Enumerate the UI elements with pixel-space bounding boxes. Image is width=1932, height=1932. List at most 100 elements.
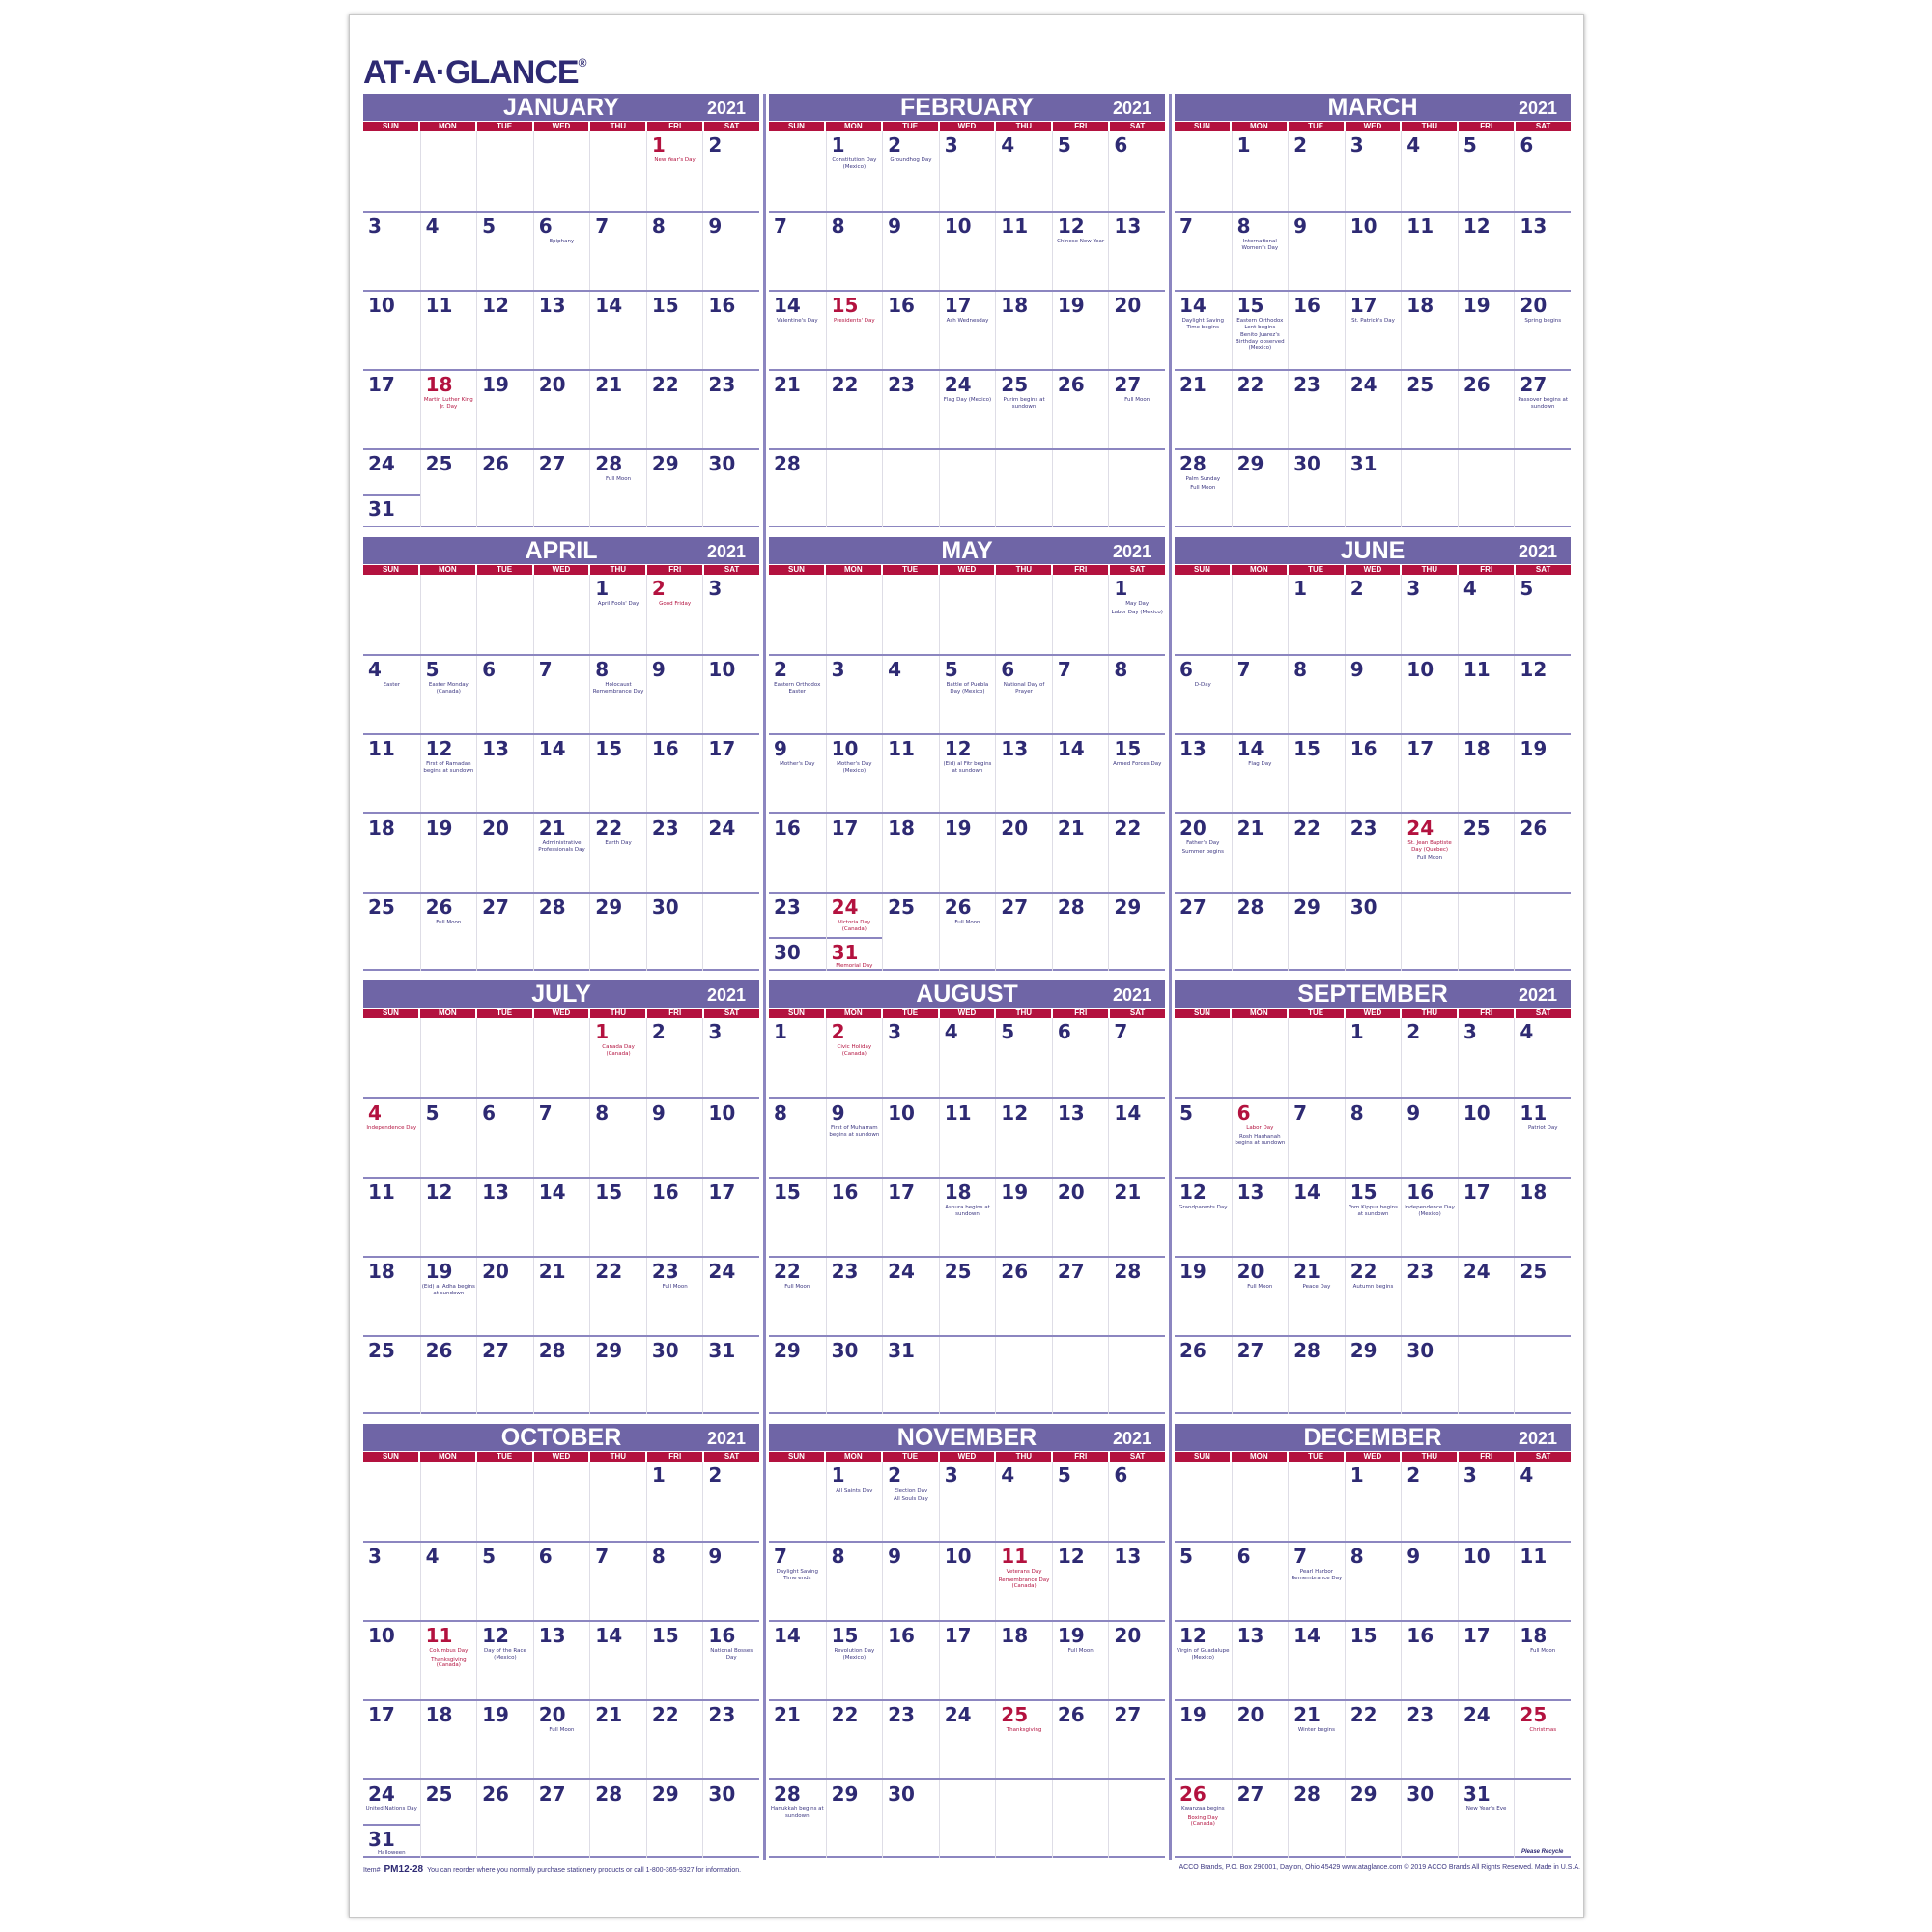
- day-cell[interactable]: 18 Ashura begins at sundown: [938, 1179, 996, 1256]
- day-cell[interactable]: 10: [363, 292, 420, 369]
- day-cell[interactable]: 20: [476, 1258, 533, 1335]
- day-cell[interactable]: 19: [476, 371, 533, 448]
- day-cell[interactable]: 28: [1288, 1337, 1345, 1414]
- day-cell[interactable]: [1288, 1018, 1345, 1097]
- day-cell[interactable]: 27: [995, 894, 1052, 971]
- day-cell[interactable]: 6: [476, 1099, 533, 1177]
- day-cell[interactable]: 21: [1175, 371, 1232, 448]
- day-cell[interactable]: 21: [769, 1701, 826, 1778]
- day-cell[interactable]: 13: [476, 735, 533, 812]
- day-cell[interactable]: 1 New Year's Day: [645, 131, 703, 211]
- day-cell[interactable]: 27: [1108, 1701, 1165, 1778]
- day-cell[interactable]: 29: [1231, 450, 1289, 527]
- day-cell[interactable]: 9 Mother's Day: [769, 735, 826, 812]
- day-cell[interactable]: 28: [1108, 1258, 1165, 1335]
- day-cell[interactable]: 20: [1051, 1179, 1109, 1256]
- day-cell[interactable]: 17: [702, 1179, 759, 1256]
- day-cell[interactable]: 14 Daylight Saving Time begins: [1175, 292, 1232, 369]
- day-cell[interactable]: 28 Hanukkah begins at sundown: [769, 1780, 826, 1858]
- day-cell-bottom[interactable]: 31 Memorial Day: [826, 937, 883, 975]
- day-cell[interactable]: 30: [645, 894, 703, 971]
- day-cell[interactable]: 5 Easter Monday (Canada): [419, 656, 477, 733]
- day-cell[interactable]: 22: [825, 1701, 883, 1778]
- day-cell[interactable]: 21 Peace Day: [1288, 1258, 1345, 1335]
- day-cell[interactable]: 25: [363, 1337, 420, 1414]
- day-cell[interactable]: [938, 1780, 996, 1858]
- day-cell[interactable]: 30: [825, 1337, 883, 1414]
- day-cell[interactable]: 3: [1344, 131, 1402, 211]
- day-cell[interactable]: 15 Armed Forces Day: [1108, 735, 1165, 812]
- day-cell[interactable]: 20: [1231, 1701, 1289, 1778]
- day-cell[interactable]: 14: [769, 1622, 826, 1699]
- day-cell[interactable]: 30: [1401, 1780, 1458, 1858]
- day-cell[interactable]: 30: [882, 1780, 939, 1858]
- day-cell[interactable]: 26 Full Moon: [419, 894, 477, 971]
- day-cell[interactable]: 12: [1514, 656, 1571, 733]
- day-cell[interactable]: [882, 575, 939, 654]
- day-cell[interactable]: 12: [1457, 213, 1515, 290]
- day-cell[interactable]: 17: [882, 1179, 939, 1256]
- day-cell[interactable]: [1288, 1462, 1345, 1541]
- day-cell[interactable]: 30: [645, 1337, 703, 1414]
- day-cell[interactable]: 6: [1108, 131, 1165, 211]
- day-cell[interactable]: 20: [995, 814, 1052, 892]
- day-cell[interactable]: 23: [882, 371, 939, 448]
- day-cell[interactable]: [1051, 1337, 1109, 1414]
- day-cell[interactable]: [1175, 1462, 1232, 1541]
- day-cell-top[interactable]: 24 Victoria Day (Canada): [827, 894, 883, 937]
- day-cell[interactable]: 3: [363, 1543, 420, 1620]
- day-cell[interactable]: 8: [1108, 656, 1165, 733]
- day-cell[interactable]: 29: [1108, 894, 1165, 971]
- day-cell[interactable]: 4: [1514, 1018, 1571, 1097]
- day-cell[interactable]: 1 May Day Labor Day (Mexico): [1108, 575, 1165, 654]
- day-cell[interactable]: 27: [1175, 894, 1232, 971]
- day-cell[interactable]: 28: [532, 894, 590, 971]
- day-cell[interactable]: 19: [1051, 292, 1109, 369]
- day-cell[interactable]: 10: [938, 213, 996, 290]
- day-cell[interactable]: 23: [702, 371, 759, 448]
- day-cell[interactable]: 7: [1175, 213, 1232, 290]
- day-cell[interactable]: 2 Civic Holiday (Canada): [825, 1018, 883, 1097]
- day-cell[interactable]: 2: [1344, 575, 1402, 654]
- day-cell[interactable]: 21: [589, 1701, 646, 1778]
- day-cell[interactable]: 18: [419, 1701, 477, 1778]
- day-cell[interactable]: 16: [825, 1179, 883, 1256]
- day-cell[interactable]: 22 Earth Day: [589, 814, 646, 892]
- day-cell[interactable]: 23: [702, 1701, 759, 1778]
- day-cell[interactable]: 8: [825, 213, 883, 290]
- day-cell[interactable]: [363, 131, 420, 211]
- day-cell[interactable]: 25 Purim begins at sundown: [995, 371, 1052, 448]
- day-cell[interactable]: 6: [1231, 1543, 1289, 1620]
- day-cell[interactable]: 5: [419, 1099, 477, 1177]
- day-cell[interactable]: 17: [702, 735, 759, 812]
- day-cell[interactable]: 23: [1288, 371, 1345, 448]
- day-cell[interactable]: 19: [1175, 1701, 1232, 1778]
- day-cell[interactable]: 18 Martin Luther King Jr. Day: [419, 371, 477, 448]
- day-cell[interactable]: 4: [1457, 575, 1515, 654]
- day-cell[interactable]: [1514, 450, 1571, 527]
- day-cell[interactable]: 6: [1108, 1462, 1165, 1541]
- day-cell[interactable]: 26: [476, 1780, 533, 1858]
- day-cell[interactable]: 7: [532, 656, 590, 733]
- day-cell[interactable]: 17: [825, 814, 883, 892]
- day-cell[interactable]: [532, 131, 590, 211]
- day-cell[interactable]: 8: [1344, 1099, 1402, 1177]
- day-cell[interactable]: [419, 131, 477, 211]
- day-cell[interactable]: 29: [825, 1780, 883, 1858]
- day-cell[interactable]: 12: [419, 1179, 477, 1256]
- day-cell[interactable]: [532, 575, 590, 654]
- day-cell[interactable]: 15: [645, 292, 703, 369]
- day-cell[interactable]: 27: [476, 1337, 533, 1414]
- day-cell[interactable]: [938, 575, 996, 654]
- day-cell[interactable]: [1514, 1337, 1571, 1414]
- day-cell[interactable]: 28 Palm Sunday Full Moon: [1175, 450, 1232, 527]
- day-cell[interactable]: 14: [532, 735, 590, 812]
- day-cell[interactable]: 21 Administrative Professionals Day: [532, 814, 590, 892]
- day-cell[interactable]: [1514, 894, 1571, 971]
- day-cell[interactable]: 23: [1401, 1258, 1458, 1335]
- day-cell[interactable]: 11: [1401, 213, 1458, 290]
- day-cell[interactable]: [476, 575, 533, 654]
- day-cell[interactable]: 26: [1051, 371, 1109, 448]
- day-cell[interactable]: 26: [419, 1337, 477, 1414]
- day-cell[interactable]: 11 Veterans Day Remembrance Day (Canada): [995, 1543, 1052, 1620]
